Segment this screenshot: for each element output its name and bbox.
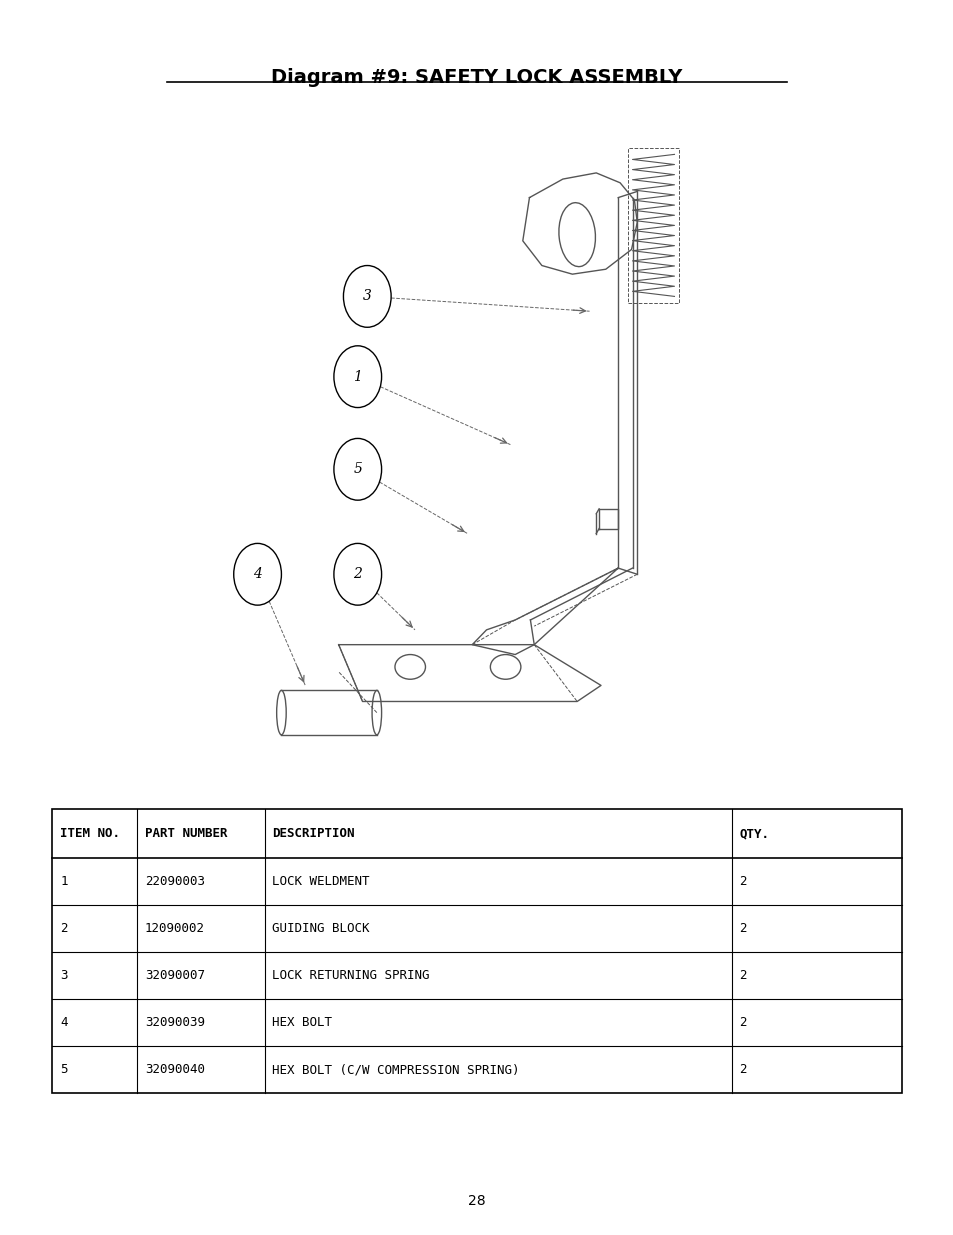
Text: ITEM NO.: ITEM NO. xyxy=(60,827,120,840)
Text: HEX BOLT (C/W COMPRESSION SPRING): HEX BOLT (C/W COMPRESSION SPRING) xyxy=(273,1063,519,1076)
Circle shape xyxy=(334,346,381,408)
Text: 2: 2 xyxy=(739,969,746,982)
Text: 1: 1 xyxy=(60,876,68,888)
Circle shape xyxy=(334,438,381,500)
Text: PART NUMBER: PART NUMBER xyxy=(145,827,227,840)
Circle shape xyxy=(343,266,391,327)
Text: 22090003: 22090003 xyxy=(145,876,205,888)
Circle shape xyxy=(334,543,381,605)
Text: 28: 28 xyxy=(468,1194,485,1208)
Ellipse shape xyxy=(372,690,381,735)
Text: 2: 2 xyxy=(739,876,746,888)
Text: 5: 5 xyxy=(60,1063,68,1076)
Text: 12090002: 12090002 xyxy=(145,923,205,935)
Text: DESCRIPTION: DESCRIPTION xyxy=(273,827,355,840)
Text: LOCK RETURNING SPRING: LOCK RETURNING SPRING xyxy=(273,969,430,982)
Text: 3: 3 xyxy=(362,289,372,304)
Ellipse shape xyxy=(276,690,286,735)
Text: Diagram #9: SAFETY LOCK ASSEMBLY: Diagram #9: SAFETY LOCK ASSEMBLY xyxy=(271,68,682,86)
Text: 2: 2 xyxy=(353,567,362,582)
Text: HEX BOLT: HEX BOLT xyxy=(273,1016,332,1029)
Text: 2: 2 xyxy=(60,923,68,935)
Text: QTY.: QTY. xyxy=(739,827,768,840)
Text: 4: 4 xyxy=(60,1016,68,1029)
Text: 5: 5 xyxy=(353,462,362,477)
Text: 1: 1 xyxy=(353,369,362,384)
Text: LOCK WELDMENT: LOCK WELDMENT xyxy=(273,876,370,888)
Text: 4: 4 xyxy=(253,567,262,582)
Text: 2: 2 xyxy=(739,1016,746,1029)
Text: 32090007: 32090007 xyxy=(145,969,205,982)
Text: 32090039: 32090039 xyxy=(145,1016,205,1029)
Text: 2: 2 xyxy=(739,923,746,935)
Text: 2: 2 xyxy=(739,1063,746,1076)
Text: 32090040: 32090040 xyxy=(145,1063,205,1076)
Text: 3: 3 xyxy=(60,969,68,982)
Bar xyxy=(52,809,901,1093)
Text: GUIDING BLOCK: GUIDING BLOCK xyxy=(273,923,370,935)
Circle shape xyxy=(233,543,281,605)
